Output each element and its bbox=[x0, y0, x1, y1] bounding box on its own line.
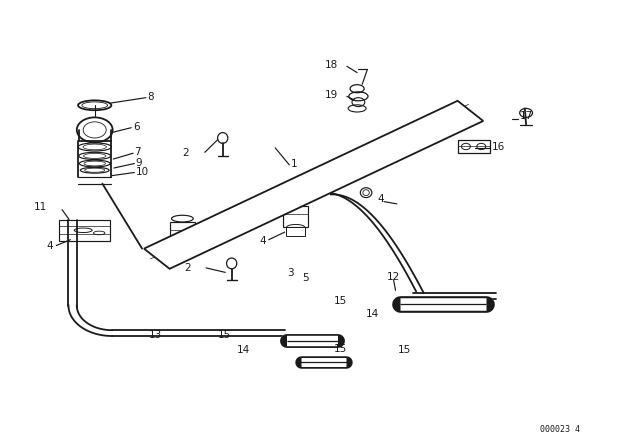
Text: 17: 17 bbox=[520, 112, 533, 121]
Text: 13: 13 bbox=[148, 330, 162, 340]
Text: 18: 18 bbox=[324, 60, 338, 70]
Text: 14: 14 bbox=[237, 345, 250, 355]
Text: 12: 12 bbox=[387, 272, 401, 282]
Text: 9: 9 bbox=[136, 158, 142, 168]
Text: 15: 15 bbox=[334, 296, 348, 306]
FancyBboxPatch shape bbox=[286, 227, 305, 236]
Text: 2: 2 bbox=[184, 263, 191, 273]
Text: 15: 15 bbox=[218, 330, 231, 340]
FancyBboxPatch shape bbox=[283, 206, 308, 227]
Text: 19: 19 bbox=[324, 90, 338, 100]
FancyBboxPatch shape bbox=[173, 243, 192, 252]
Text: 4: 4 bbox=[46, 241, 52, 250]
Text: 2: 2 bbox=[182, 148, 189, 158]
Text: 11: 11 bbox=[33, 202, 47, 212]
Text: 16: 16 bbox=[492, 142, 505, 152]
Text: 10: 10 bbox=[136, 167, 149, 177]
Text: 15: 15 bbox=[334, 344, 348, 353]
Text: 14: 14 bbox=[366, 310, 380, 319]
Text: 6: 6 bbox=[133, 122, 140, 132]
Text: 15: 15 bbox=[398, 345, 412, 355]
FancyBboxPatch shape bbox=[170, 222, 195, 243]
Text: 4: 4 bbox=[259, 236, 266, 246]
Text: 000023 4: 000023 4 bbox=[540, 425, 580, 434]
Text: 4: 4 bbox=[378, 194, 384, 204]
FancyBboxPatch shape bbox=[59, 220, 110, 241]
Text: 1: 1 bbox=[291, 159, 298, 168]
Text: 7: 7 bbox=[134, 147, 141, 157]
Text: 3: 3 bbox=[287, 268, 293, 278]
Text: 8: 8 bbox=[147, 92, 154, 102]
Polygon shape bbox=[144, 101, 483, 269]
FancyBboxPatch shape bbox=[458, 140, 490, 153]
Text: 5: 5 bbox=[302, 273, 308, 283]
